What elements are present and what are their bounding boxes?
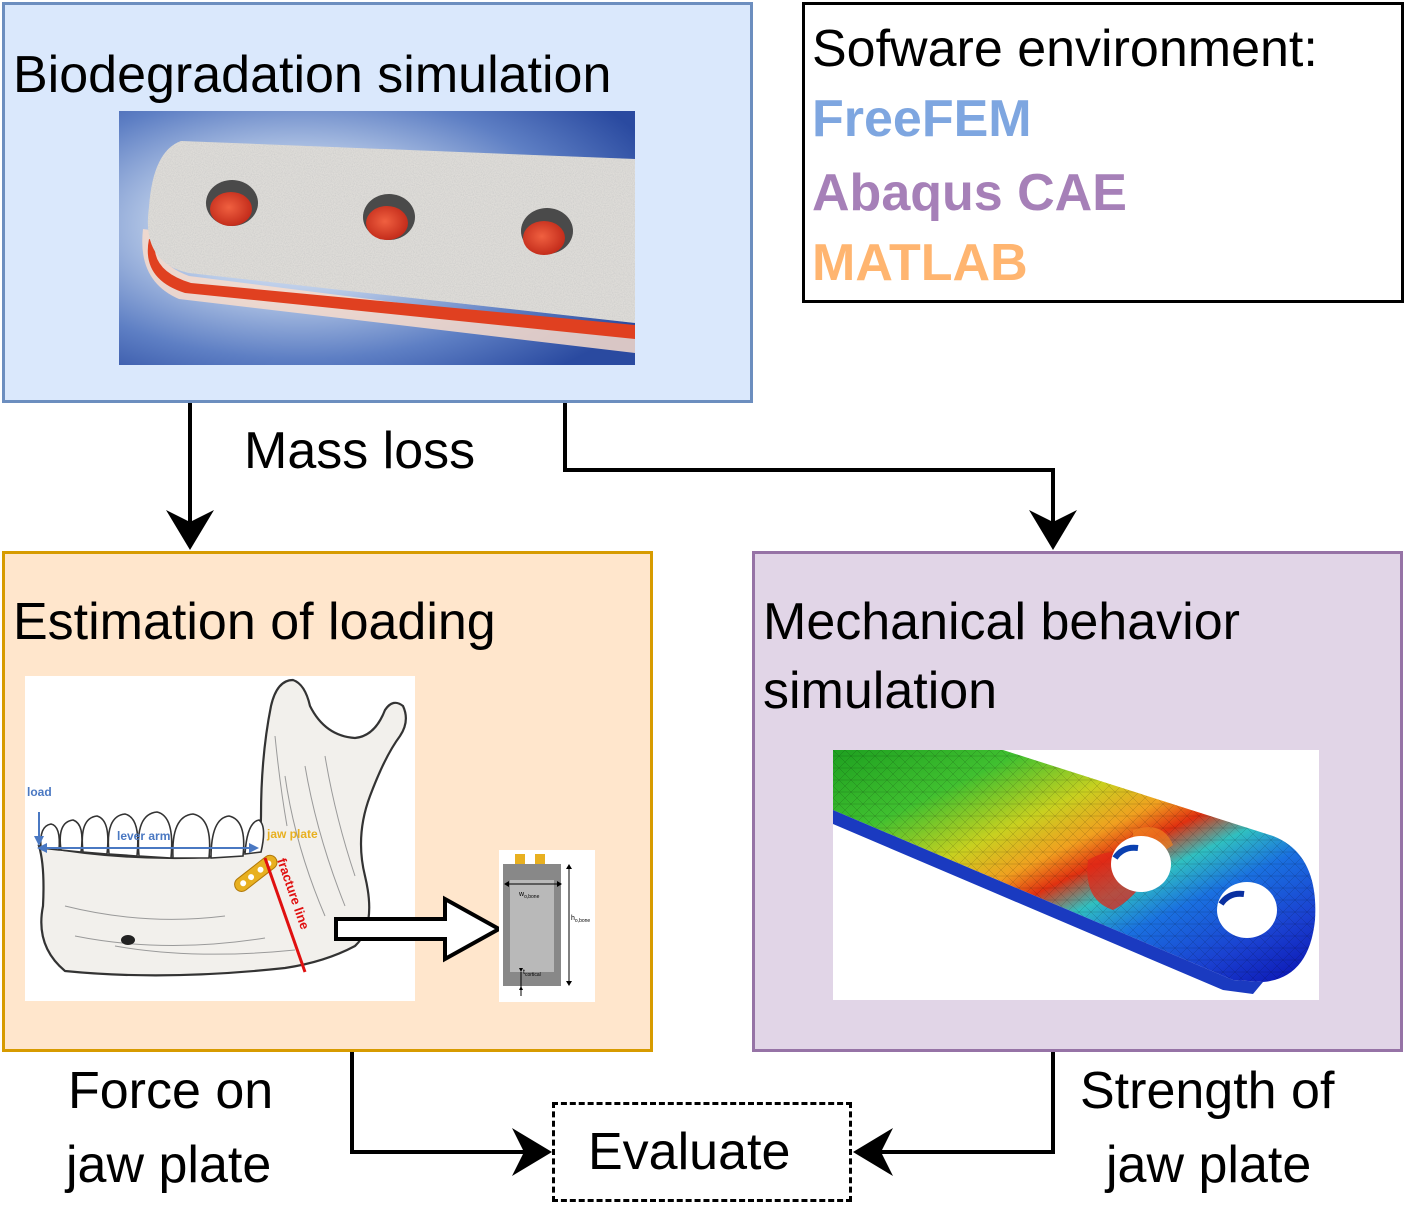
- environment-heading: Sofware environment:: [812, 20, 1318, 78]
- strength-label-line2: jaw plate: [1106, 1136, 1312, 1194]
- arrowhead-loading: [166, 510, 214, 550]
- estimation-of-loading-box[interactable]: Estimation of loading: [2, 551, 653, 1052]
- evaluate-box[interactable]: Evaluate: [552, 1102, 852, 1202]
- mass-loss-label: Mass loss: [244, 422, 476, 480]
- width-label: wo,bone: [518, 891, 540, 900]
- height-label: ho,bone: [571, 915, 590, 924]
- biodegradation-plate-image: [119, 111, 635, 365]
- software-environment-legend: Sofware environment: FreeFEM Abaqus CAE …: [802, 2, 1404, 303]
- env-item-freefem: FreeFEM: [812, 90, 1032, 148]
- force-label-line1: Force on: [68, 1062, 274, 1120]
- cross-section-schematic: wo,bone ho,bone tcortical: [499, 850, 595, 1002]
- fem-stress-plot: [833, 750, 1319, 1000]
- loading-title: Estimation of loading: [13, 593, 496, 651]
- biodegradation-simulation-box[interactable]: Biodegradation simulation: [2, 2, 753, 403]
- mechanical-title-line2: simulation: [763, 662, 998, 720]
- env-item-matlab: MATLAB: [812, 234, 1028, 292]
- edge-mechanical-to-evaluate: [876, 1052, 1055, 1154]
- arrowhead-mechanical: [1029, 510, 1077, 550]
- mechanical-title-line1: Mechanical behavior: [763, 593, 1240, 651]
- arrowhead-evaluate-right: [853, 1128, 893, 1176]
- edge-bio-to-mechanical: [563, 403, 1055, 530]
- lever-arm-label: lever arm: [117, 829, 170, 843]
- hollow-arrow: [334, 895, 504, 963]
- arrowhead-evaluate-left: [512, 1128, 552, 1176]
- evaluate-label: Evaluate: [588, 1123, 791, 1181]
- jaw-plate-label: jaw plate: [266, 827, 318, 841]
- mechanical-behavior-simulation-box[interactable]: Mechanical behavior simulation: [752, 551, 1403, 1052]
- thickness-label: tcortical: [523, 969, 541, 978]
- force-label-line2: jaw plate: [66, 1136, 272, 1194]
- biodegradation-title: Biodegradation simulation: [13, 46, 612, 104]
- strength-label-line1: Strength of: [1080, 1062, 1335, 1120]
- edge-loading-to-evaluate: [350, 1052, 530, 1154]
- load-label: load: [27, 785, 52, 799]
- env-item-abaqus: Abaqus CAE: [812, 164, 1127, 222]
- mandible-illustration: load lever arm jaw plate fracture line: [25, 676, 415, 1001]
